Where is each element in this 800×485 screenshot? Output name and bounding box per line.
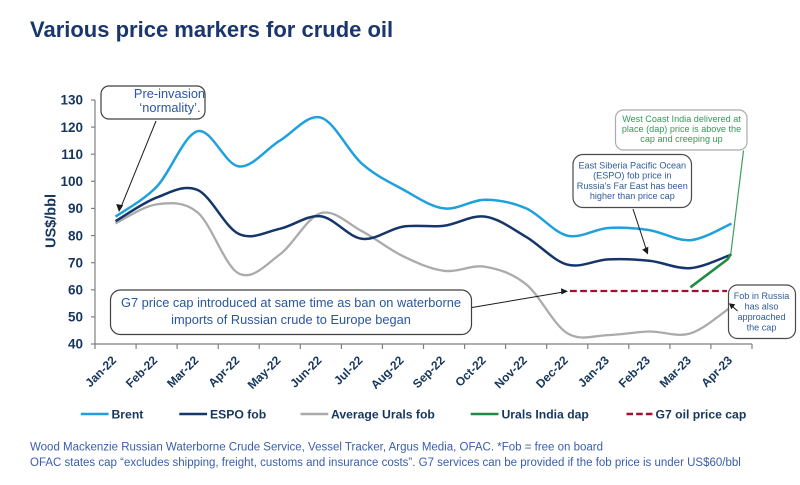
svg-text:Wood Mackenzie Russian Waterbo: Wood Mackenzie Russian Waterborne Crude … (30, 442, 603, 454)
svg-text:Various price markers for crud: Various price markers for crude oil (30, 17, 393, 42)
svg-text:‘normality’.: ‘normality’. (139, 100, 200, 115)
svg-text:(ESPO) fob price in: (ESPO) fob price in (593, 171, 671, 181)
svg-text:ESPO fob: ESPO fob (210, 408, 266, 422)
svg-text:cap and creeping up: cap and creeping up (640, 134, 722, 144)
svg-text:Urals India dap: Urals India dap (502, 408, 589, 422)
svg-text:110: 110 (61, 147, 83, 162)
svg-text:East Siberia Pacific Ocean: East Siberia Pacific Ocean (578, 161, 686, 171)
svg-text:West Coast India delivered at: West Coast India delivered at (622, 114, 741, 124)
svg-text:the cap: the cap (747, 323, 777, 333)
svg-text:G7 price cap introduced at sam: G7 price cap introduced at same time as … (121, 295, 461, 310)
svg-text:130: 130 (60, 93, 83, 108)
svg-text:has also: has also (745, 302, 779, 312)
svg-text:OFAC states cap “excludes ship: OFAC states cap “excludes shipping, frei… (30, 457, 741, 469)
svg-text:G7 oil price cap: G7 oil price cap (656, 408, 747, 422)
svg-text:Brent: Brent (112, 408, 144, 422)
svg-text:Average Urals fob: Average Urals fob (331, 408, 435, 422)
svg-text:Fob in Russia: Fob in Russia (734, 291, 791, 301)
svg-text:approached: approached (737, 312, 785, 322)
svg-text:place (dap) price is above the: place (dap) price is above the (622, 124, 741, 134)
svg-text:50: 50 (68, 310, 83, 325)
svg-text:Pre-invasion: Pre-invasion (134, 86, 205, 101)
svg-text:higher than price cap: higher than price cap (590, 191, 675, 201)
svg-text:US$/bbl: US$/bbl (44, 194, 60, 248)
svg-text:70: 70 (68, 255, 83, 270)
svg-text:120: 120 (60, 120, 83, 135)
svg-text:Russia’s Far East has been: Russia’s Far East has been (577, 181, 688, 191)
svg-text:90: 90 (68, 201, 83, 216)
svg-text:100: 100 (60, 174, 83, 189)
svg-text:80: 80 (68, 228, 83, 243)
svg-text:imports of Russian crude to Eu: imports of Russian crude to Europe began (171, 312, 411, 327)
svg-text:60: 60 (68, 283, 83, 298)
svg-text:40: 40 (68, 337, 83, 352)
